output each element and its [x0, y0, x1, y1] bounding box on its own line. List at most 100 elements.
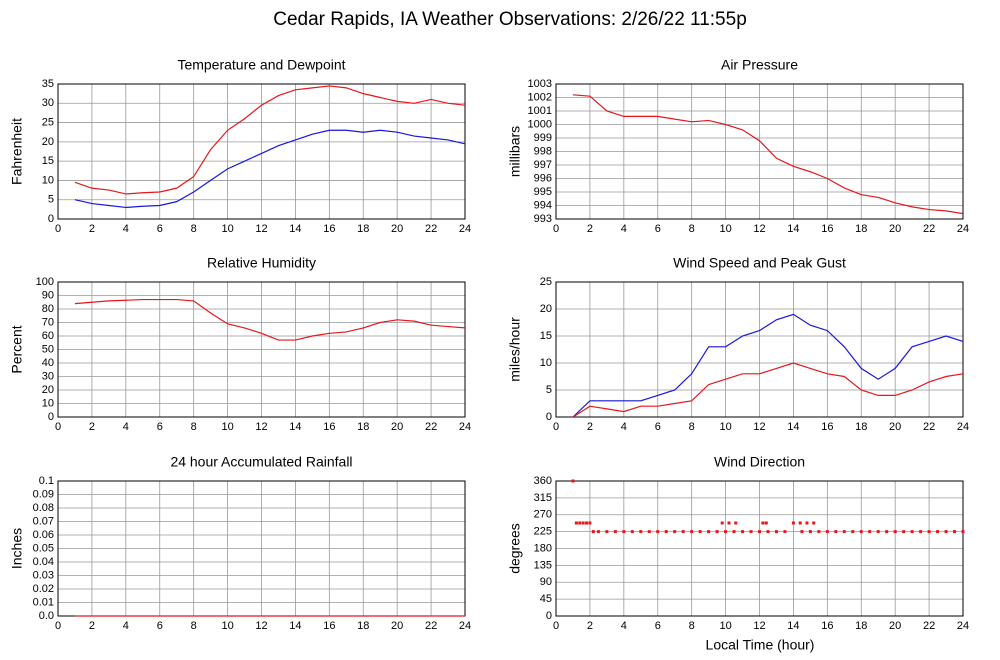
x-tick-label: 14	[289, 223, 301, 235]
y-tick-label: 35	[42, 78, 54, 90]
y-tick-label: 5	[546, 384, 552, 396]
x-tick-label: 16	[821, 620, 833, 632]
x-tick-label: 22	[923, 620, 935, 632]
chart-title: 24 hour Accumulated Rainfall	[170, 454, 352, 470]
y-tick-label: 100	[36, 276, 54, 288]
x-tick-label: 24	[459, 421, 471, 433]
x-tick-label: 12	[753, 421, 765, 433]
data-point	[647, 530, 651, 534]
y-tick-label: 70	[42, 316, 54, 328]
x-tick-label: 18	[357, 620, 369, 632]
y-tick-label: 0.06	[33, 529, 54, 541]
data-point	[605, 530, 609, 534]
x-tick-label: 10	[221, 223, 233, 235]
data-point	[953, 530, 957, 534]
y-axis-label: degrees	[507, 523, 523, 574]
chart-title: Relative Humidity	[207, 255, 316, 271]
data-point	[783, 530, 787, 534]
chart-title: Wind Speed and Peak Gust	[673, 255, 846, 271]
x-tick-label: 2	[89, 421, 95, 433]
plot-frame	[555, 480, 964, 617]
y-tick-label: 997	[534, 159, 552, 171]
y-tick-label: 1003	[528, 78, 552, 90]
x-tick-label: 24	[957, 223, 969, 235]
chart-title: Air Pressure	[721, 57, 798, 73]
x-tick-label: 24	[957, 620, 969, 632]
x-tick-label: 8	[689, 223, 695, 235]
x-tick-label: 20	[889, 421, 901, 433]
y-tick-label: 15	[42, 155, 54, 167]
x-tick-label: 12	[255, 620, 267, 632]
data-point	[919, 530, 923, 534]
x-tick-label: 14	[787, 421, 799, 433]
data-point	[817, 530, 821, 534]
y-axis-label: Fahrenheit	[9, 118, 25, 185]
data-point	[774, 530, 778, 534]
data-point	[681, 530, 685, 534]
x-tick-label: 8	[191, 421, 197, 433]
x-tick-label: 18	[357, 421, 369, 433]
data-point	[727, 521, 731, 525]
x-tick-label: 2	[89, 223, 95, 235]
data-point	[720, 521, 724, 525]
data-point	[613, 530, 617, 534]
data-point	[927, 530, 931, 534]
x-tick-label: 0	[55, 421, 61, 433]
y-axis-label: millibars	[507, 126, 523, 177]
x-tick-label: 20	[889, 620, 901, 632]
x-tick-label: 8	[191, 223, 197, 235]
y-tick-label: 80	[42, 303, 54, 315]
data-point	[574, 521, 578, 525]
x-tick-label: 6	[655, 620, 661, 632]
x-tick-label: 20	[391, 620, 403, 632]
data-line	[74, 129, 466, 209]
y-tick-label: 0.08	[33, 502, 54, 514]
x-tick-label: 2	[587, 620, 593, 632]
y-tick-label: 1001	[528, 105, 552, 117]
y-tick-label: 1002	[528, 91, 552, 103]
y-tick-label: 20	[540, 303, 552, 315]
x-tick-label: 16	[323, 223, 335, 235]
data-line	[74, 298, 466, 341]
data-point	[734, 521, 738, 525]
data-point	[732, 530, 736, 534]
data-point	[571, 479, 575, 483]
data-point	[596, 530, 600, 534]
x-tick-label: 6	[157, 421, 163, 433]
y-axis-label: Inches	[9, 528, 25, 569]
x-tick-label: 4	[621, 421, 627, 433]
x-tick-label: 8	[191, 620, 197, 632]
data-point	[749, 530, 753, 534]
y-tick-label: 993	[534, 213, 552, 225]
y-tick-label: 0.05	[33, 542, 54, 554]
data-point	[578, 521, 582, 525]
y-axis-label: miles/hour	[507, 317, 523, 382]
x-tick-label: 0	[55, 223, 61, 235]
data-point	[724, 530, 728, 534]
y-tick-label: 0.1	[39, 475, 54, 487]
data-point	[698, 530, 702, 534]
panel: Temperature and Dewpoint Fahrenheit 0 5 10 15…	[9, 57, 471, 235]
y-tick-label: 30	[42, 97, 54, 109]
data-point	[761, 521, 765, 525]
y-tick-label: 135	[534, 559, 552, 571]
x-tick-label: 6	[157, 223, 163, 235]
y-tick-label: 25	[540, 276, 552, 288]
y-tick-label: 10	[42, 174, 54, 186]
panel: Wind Speed and Peak Gust miles/hour 0 5 10 15…	[507, 255, 969, 433]
y-tick-label: 180	[534, 542, 552, 554]
x-tick-label: 12	[255, 223, 267, 235]
data-point	[902, 530, 906, 534]
y-tick-label: 15	[540, 330, 552, 342]
x-tick-label: 2	[89, 620, 95, 632]
y-tick-label: 995	[534, 186, 552, 198]
data-point	[834, 530, 838, 534]
data-point	[859, 530, 863, 534]
x-tick-label: 4	[621, 223, 627, 235]
panel: Relative HumidityPercent0102030405060708…	[9, 255, 471, 433]
data-point	[961, 530, 965, 534]
x-tick-label: 4	[621, 620, 627, 632]
x-tick-label: 22	[425, 620, 437, 632]
x-tick-label: 24	[459, 223, 471, 235]
